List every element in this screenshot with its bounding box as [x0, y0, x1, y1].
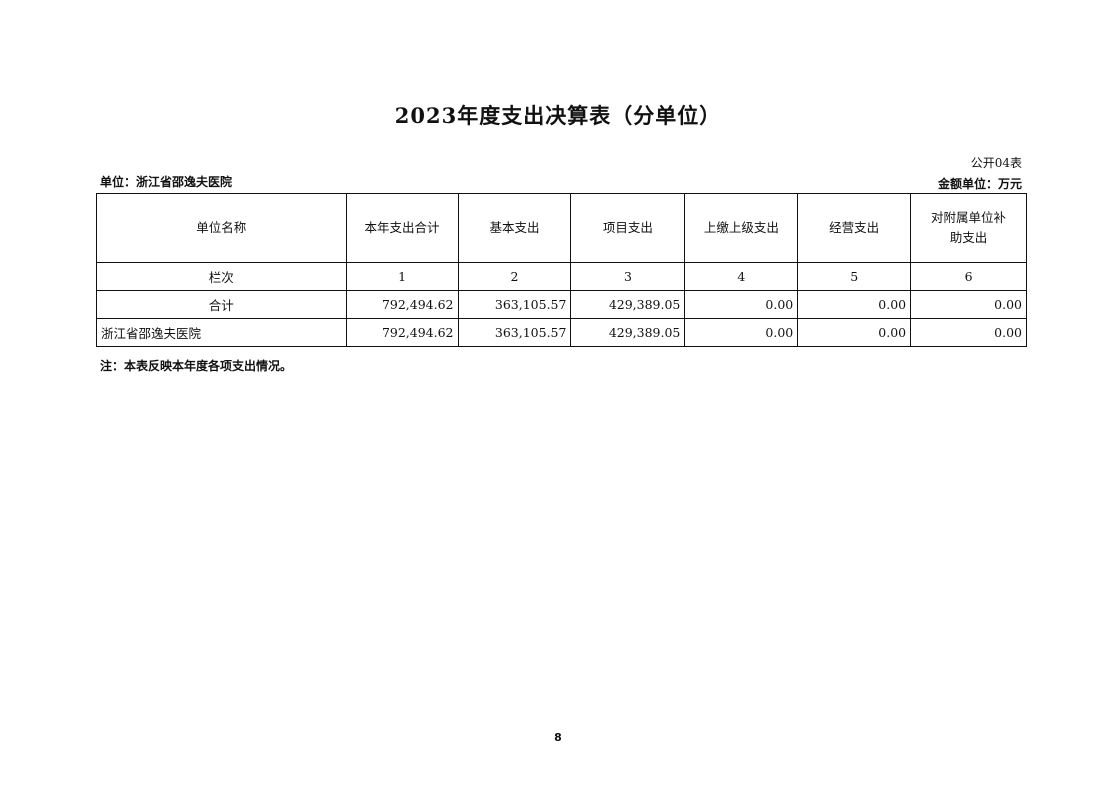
- index-cell: 2: [457, 262, 572, 291]
- header-cell: 经营支出: [797, 193, 912, 263]
- table-note: 注：本表反映本年度各项支出情况。: [100, 359, 293, 373]
- column-index-row: 栏次 1 2 3 4 5 6: [96, 262, 1027, 291]
- header-cell: 项目支出: [570, 193, 686, 263]
- cell-value: 429,389.05: [570, 318, 686, 347]
- header-cell: 单位名称: [96, 193, 347, 263]
- cell-value: 0.00: [684, 318, 799, 347]
- unit-label: 单位：浙江省邵逸夫医院: [100, 175, 233, 189]
- index-cell: 栏次: [96, 262, 347, 291]
- index-cell: 4: [684, 262, 799, 291]
- cell-value: 792,494.62: [345, 290, 459, 319]
- index-cell: 6: [910, 262, 1027, 291]
- cell-value: 0.00: [797, 290, 912, 319]
- header-cell: 对附属单位补助支出: [910, 193, 1027, 263]
- cell-value: 0.00: [797, 318, 912, 347]
- cell-value: 0.00: [684, 290, 799, 319]
- cell-value: 0.00: [910, 290, 1027, 319]
- cell-value: 0.00: [910, 318, 1027, 347]
- cell-value: 792,494.62: [345, 318, 459, 347]
- table-row-total: 合计 792,494.62 363,105.57 429,389.05 0.00…: [96, 290, 1027, 319]
- row-label: 浙江省邵逸夫医院: [96, 318, 347, 347]
- header-row: 单位名称 本年支出合计 基本支出 项目支出 上缴上级支出 经营支出 对附属单位补…: [96, 193, 1027, 263]
- header-cell: 上缴上级支出: [684, 193, 799, 263]
- page-title: 2023年度支出决算表（分单位）: [394, 103, 722, 128]
- expenditure-table: 单位名称 本年支出合计 基本支出 项目支出 上缴上级支出 经营支出 对附属单位补…: [96, 193, 1027, 347]
- money-unit: 金额单位：万元: [937, 177, 1022, 191]
- row-label: 合计: [96, 290, 347, 319]
- index-cell: 3: [570, 262, 686, 291]
- form-number: 公开04表: [970, 156, 1022, 170]
- index-cell: 1: [345, 262, 459, 291]
- cell-value: 429,389.05: [570, 290, 686, 319]
- cell-value: 363,105.57: [457, 318, 572, 347]
- page-number: 8: [554, 731, 562, 744]
- index-cell: 5: [797, 262, 912, 291]
- cell-value: 363,105.57: [457, 290, 572, 319]
- header-cell: 基本支出: [457, 193, 572, 263]
- header-cell: 本年支出合计: [345, 193, 459, 263]
- table-row: 浙江省邵逸夫医院 792,494.62 363,105.57 429,389.0…: [96, 318, 1027, 347]
